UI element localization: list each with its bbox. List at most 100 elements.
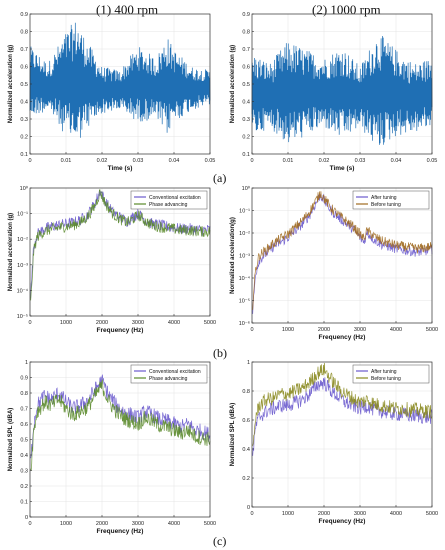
y-tick-label: 10⁰: [20, 185, 29, 192]
y-tick-label: 0.9: [20, 376, 28, 382]
x-tick-label: 0.05: [205, 158, 216, 164]
x-axis-label: Frequency (Hz): [319, 334, 366, 341]
legend-entry: Before tuning: [371, 376, 401, 382]
y-tick-label: 10⁻⁴: [17, 287, 29, 294]
y-tick-label: 10⁻¹: [239, 209, 250, 215]
x-tick-label: 5000: [204, 521, 216, 527]
x-tick-label: 4000: [168, 320, 180, 326]
x-tick-label: 3000: [132, 320, 144, 326]
x-tick-label: 2000: [318, 327, 330, 333]
y-tick-label: 1: [247, 360, 250, 366]
panel-label-c: (c): [213, 534, 227, 548]
x-tick-label: 5000: [426, 327, 438, 333]
y-tick-label: 0.9: [20, 12, 28, 18]
x-tick-label: 5000: [204, 320, 216, 326]
legend-entry: Phase advancing: [149, 376, 188, 382]
series-line-c2-0: [252, 377, 433, 456]
y-tick-label: 0: [247, 505, 250, 511]
chart-c2: 0 1000 2000 3000 4000 5000 0 0.2 0.4 0.6 0.8 1 Frequ…: [230, 360, 438, 525]
y-tick-label: 10⁻²: [17, 237, 28, 243]
y-tick-label: 0.5: [20, 438, 28, 444]
chart-c1: 0 1000 2000 3000 4000 5000 0 0.1 0.2 0.3 0.4 0.5 0.6…: [8, 360, 216, 535]
x-axis-label: Time (s): [108, 165, 133, 172]
legend-entry: Phase advancing: [149, 202, 188, 208]
y-tick-label: 10⁻⁵: [17, 313, 28, 320]
x-axis-label: Frequency (Hz): [319, 518, 366, 525]
x-tick-label: 5000: [426, 511, 438, 517]
x-tick-label: 3000: [354, 511, 366, 517]
y-tick-label: 0.2: [20, 135, 28, 141]
y-tick-label: 0.6: [242, 418, 250, 424]
legend-entry: After tuning: [371, 369, 397, 375]
x-tick-label: 4000: [168, 521, 180, 527]
x-tick-label: 3000: [354, 327, 366, 333]
series-line-c2-1: [252, 362, 433, 446]
y-axis-label: Normalized acceleration(g): [230, 217, 236, 294]
y-tick-label: 0.6: [20, 422, 28, 428]
y-tick-label: 10⁻²: [239, 231, 250, 237]
y-axis-label: Normalized SPL (dBA): [230, 403, 236, 467]
x-tick-label: 3000: [132, 521, 144, 527]
y-tick-label: 0.6: [20, 65, 28, 71]
y-tick-label: 0.4: [20, 453, 28, 459]
x-tick-label: 4000: [390, 327, 402, 333]
legend-entry: After tuning: [371, 195, 397, 201]
y-tick-label: 0.4: [20, 100, 28, 106]
y-tick-label: 0.6: [242, 65, 250, 71]
x-tick-label: 0.02: [319, 158, 330, 164]
chart-b2: 0 1000 2000 3000 4000 5000 10⁰ 10⁻¹ 10⁻² 10⁻³ 10⁻⁴…: [230, 185, 438, 341]
y-tick-label: 0.8: [20, 391, 28, 397]
y-tick-label: 0.3: [20, 117, 28, 123]
column-title-400rpm: (1) 400 rpm: [96, 2, 159, 17]
legend-box: [130, 190, 208, 210]
x-tick-label: 0.04: [391, 158, 402, 164]
x-tick-label: 1000: [60, 521, 72, 527]
x-tick-label: 1000: [282, 511, 294, 517]
y-tick-label: 0.5: [242, 82, 250, 88]
x-tick-label: 0.01: [61, 158, 72, 164]
x-tick-label: 0.04: [169, 158, 180, 164]
y-tick-label: 0.2: [20, 484, 28, 490]
y-axis-label: Normalized acceleration (g): [8, 213, 14, 291]
y-tick-label: 10⁻⁶: [239, 320, 250, 327]
x-tick-label: 0: [28, 158, 31, 164]
y-tick-label: 10⁻³: [17, 263, 28, 269]
series-line-a1: [29, 22, 211, 138]
x-tick-label: 0.03: [355, 158, 366, 164]
y-tick-label: 0.3: [242, 117, 250, 123]
y-tick-label: 0.1: [242, 152, 250, 158]
y-tick-label: 0.5: [20, 82, 28, 88]
legend-entry: Conventional excitation: [149, 195, 201, 201]
legend-box: [130, 364, 208, 384]
x-tick-label: 1000: [282, 327, 294, 333]
series-line-c1-0: [30, 374, 211, 459]
chart-a2: 0 0.01 0.02 0.03 0.04 0.05 0.1 0.2 0.3 0.4 0.5 0.6 0…: [230, 12, 437, 172]
y-tick-label: 0.1: [20, 152, 28, 158]
y-tick-label: 0.8: [242, 30, 250, 36]
y-tick-label: 0.2: [242, 135, 250, 141]
y-tick-label: 1: [25, 360, 28, 366]
x-tick-label: 0.02: [97, 158, 108, 164]
y-tick-label: 0.7: [20, 407, 28, 413]
y-tick-label: 0.8: [20, 30, 28, 36]
y-tick-label: 0.7: [242, 47, 250, 53]
y-tick-label: 10⁻⁴: [239, 275, 251, 282]
legend-entry: Conventional excitation: [149, 369, 201, 375]
y-axis-label: Normalized acceleration (g): [8, 45, 14, 123]
x-tick-label: 0.01: [283, 158, 294, 164]
x-tick-label: 2000: [96, 521, 108, 527]
chart-b1: 0 1000 2000 3000 4000 5000 10⁰ 10⁻¹ 10⁻² 10⁻³ 10⁻⁴…: [8, 185, 216, 334]
x-tick-label: 0: [250, 327, 253, 333]
x-tick-label: 0: [28, 320, 31, 326]
y-tick-label: 0.8: [242, 389, 250, 395]
y-tick-label: 0.2: [242, 476, 250, 482]
x-axis-label: Frequency (Hz): [97, 327, 144, 334]
x-tick-label: 2000: [318, 511, 330, 517]
y-axis-label: Normalized SPL (dBA): [8, 408, 14, 472]
x-tick-label: 2000: [96, 320, 108, 326]
x-tick-label: 4000: [390, 511, 402, 517]
x-axis-label: Time (s): [330, 165, 355, 172]
series-line-b2-1: [252, 191, 433, 310]
legend-box: [352, 364, 430, 384]
series-line-b2-0: [252, 193, 433, 314]
